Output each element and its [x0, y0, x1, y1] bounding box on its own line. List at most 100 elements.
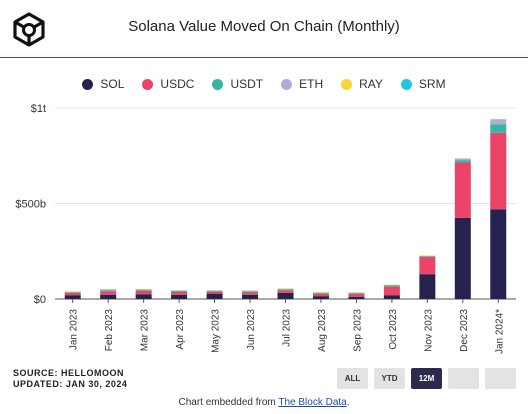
legend-dot-icon: [82, 78, 94, 90]
bar-segment-usdt: [100, 290, 117, 292]
x-tick-label: Feb 2023: [104, 309, 115, 352]
bar-segment-usdc: [490, 132, 507, 210]
bar-segment-usdt: [454, 160, 471, 163]
bar-segment-usdc: [454, 162, 471, 218]
x-tick-label: Dec 2023: [459, 309, 470, 352]
legend-item-ray[interactable]: RAY: [341, 77, 383, 91]
stacked-bar-chart: $0 $500b $1t Jan 2023 Feb 2023 Mar 2023 Apr 20…: [15, 103, 516, 354]
bar-segment-usdc: [100, 291, 117, 295]
bar-segment-sol: [383, 295, 400, 299]
bar-segment-sol: [242, 294, 259, 299]
bar-segment-eth: [490, 119, 507, 125]
x-tick-label: Jun 2023: [246, 309, 257, 351]
x-tick-label: Jan 2024*: [494, 309, 505, 354]
bar-segment-usdc: [277, 290, 294, 293]
bar-segment-sol: [171, 294, 188, 299]
bar-segment-usdt: [206, 290, 223, 292]
range-button-blank-3[interactable]: [448, 368, 479, 389]
range-button-12m[interactable]: 12M: [411, 368, 442, 389]
legend-item-eth[interactable]: ETH: [281, 77, 323, 91]
x-tick-label: Sep 2023: [352, 309, 363, 352]
legend-label: USDT: [230, 77, 264, 91]
x-tick-label: Aug 2023: [317, 309, 328, 352]
bar-segment-usdc: [64, 292, 81, 296]
legend-label: USDC: [160, 77, 195, 91]
bar-segment-usdc: [419, 256, 436, 275]
range-button-all[interactable]: ALL: [337, 368, 368, 389]
bar-segment-sol: [100, 294, 117, 299]
y-tick-label: $1t: [31, 103, 46, 115]
the-block-logo-icon: [13, 12, 45, 47]
y-tick-label: $500b: [15, 199, 46, 211]
bar-segment-usdc: [242, 292, 259, 295]
bar-segment-usdc: [312, 293, 329, 297]
bar-segment-sol: [64, 295, 81, 299]
legend-item-sol[interactable]: SOL: [82, 77, 124, 91]
bar-segment-sol: [419, 274, 436, 299]
x-tick-label: Mar 2023: [140, 309, 151, 352]
the-block-data-link[interactable]: The Block Data: [278, 397, 347, 408]
bar-segment-usdc: [206, 291, 223, 294]
legend-dot-icon: [341, 78, 353, 90]
bar-segment-eth: [242, 290, 259, 292]
bar-segment-ray: [171, 290, 188, 291]
legend-dot-icon: [400, 78, 412, 90]
bar-segment-ray: [100, 289, 117, 290]
bar-segment-usdt: [64, 292, 81, 293]
bar-segment-sol: [490, 209, 507, 299]
x-tick-label: Oct 2023: [388, 309, 399, 350]
bar-segment-usdt: [242, 291, 259, 293]
bar-segment-ray: [64, 291, 81, 292]
embed-suffix: .: [346, 397, 350, 408]
bar-segment-ray: [348, 292, 365, 293]
y-tick-label: $0: [34, 294, 46, 306]
range-button-ytd[interactable]: YTD: [374, 368, 405, 389]
x-tick-label: Jan 2023: [69, 309, 80, 351]
legend-label: SRM: [418, 77, 446, 91]
bar-segment-usdt: [312, 292, 329, 294]
legend-item-usdt[interactable]: USDT: [212, 77, 263, 91]
bar-segment-eth: [454, 158, 471, 161]
bar-segment-sol: [277, 292, 294, 299]
x-tick-label: Nov 2023: [423, 309, 434, 352]
bar-segment-sol: [454, 217, 471, 299]
bar-segment-sol: [206, 293, 223, 299]
bar-segment-usdt: [490, 124, 507, 133]
bar-segment-usdt: [135, 289, 152, 291]
bar-segment-sol: [135, 294, 152, 299]
legend-label: RAY: [359, 77, 383, 91]
bar-segment-ray: [419, 255, 436, 256]
bar-segment-ray: [135, 288, 152, 290]
legend-item-usdc[interactable]: USDC: [142, 77, 194, 91]
bar-segment-usdt: [419, 256, 436, 257]
legend-dot-icon: [281, 78, 293, 90]
bar-segment-eth: [100, 289, 117, 291]
chart-title: Solana Value Moved On Chain (Monthly): [128, 18, 400, 35]
bar-segment-usdt: [171, 290, 188, 292]
bar-segment-usdc: [171, 291, 188, 295]
bar-segment-sol: [348, 296, 365, 299]
legend-label: ETH: [299, 77, 324, 91]
embed-prefix: Chart embedded from: [178, 397, 279, 408]
bar-segment-sol: [312, 296, 329, 299]
bar-segment-eth: [277, 288, 294, 290]
legend-item-srm[interactable]: SRM: [400, 77, 446, 91]
legend-dot-icon: [142, 78, 154, 90]
legend-label: SOL: [100, 77, 125, 91]
bar-segment-ray: [242, 290, 259, 291]
legend-dot-icon: [212, 78, 224, 90]
bar-segment-ray: [312, 292, 329, 293]
chart-source-info: SOURCE: HELLOMOON UPDATED: JAN 30, 2024: [13, 368, 127, 390]
bar-segment-usdt: [277, 289, 294, 291]
bar-segment-ray: [277, 288, 294, 289]
bar-segment-usdt: [348, 293, 365, 295]
bar-segment-usdt: [383, 285, 400, 287]
range-button-blank-4[interactable]: [485, 368, 516, 389]
bar-segment-ray: [383, 284, 400, 286]
bar-segment-ray: [454, 158, 471, 159]
bar-segment-usdc: [135, 290, 152, 295]
updated-text: UPDATED: JAN 30, 2024: [13, 379, 128, 389]
bar-segment-usdc: [348, 294, 365, 297]
bar-segment-ray: [490, 118, 507, 120]
chart-legend: SOL USDC USDT ETH RAY SRM: [0, 77, 528, 91]
